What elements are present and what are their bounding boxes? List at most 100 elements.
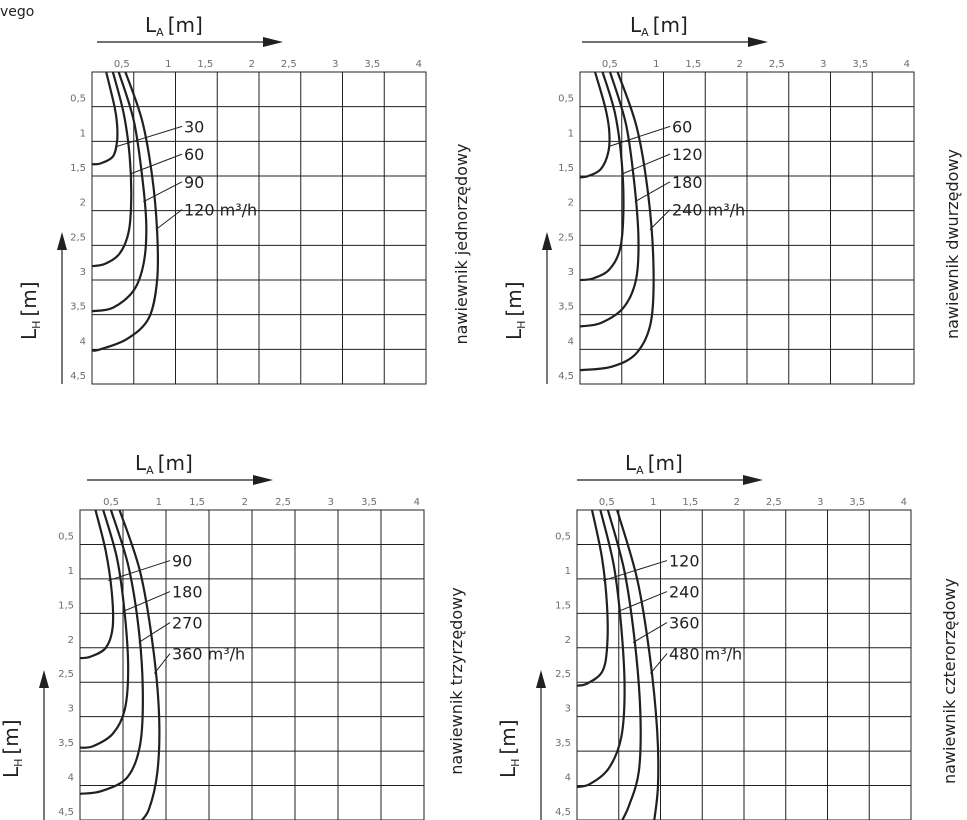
- x-axis-title: LA [m]: [630, 13, 688, 39]
- corner-text: vego: [0, 4, 35, 20]
- y-tick-label: 3,5: [555, 738, 571, 749]
- curves: [80, 510, 161, 820]
- y-axis-title-main: L: [502, 328, 526, 340]
- x-axis-title: LA [m]: [625, 451, 683, 477]
- grid: [579, 71, 915, 385]
- y-tick-label: 0,5: [70, 94, 86, 105]
- chart-side-label: nawiewnik dwurzędowy: [943, 149, 962, 339]
- flow-curve: [118, 510, 161, 820]
- curve-leader-line: [617, 591, 668, 613]
- curve-label: 180: [172, 583, 203, 602]
- x-tick-label: 3: [332, 59, 338, 70]
- flow-curve: [92, 72, 133, 268]
- curve-label: 60: [672, 117, 692, 136]
- x-tick-label: 0,5: [114, 59, 130, 70]
- flow-curve: [92, 72, 148, 313]
- grid: [576, 509, 912, 820]
- x-tick-label: 0,5: [599, 497, 615, 508]
- y-tick-label: 3: [565, 704, 571, 715]
- x-tick-label: 1,5: [197, 59, 213, 70]
- curve-leader-line: [153, 653, 171, 674]
- x-axis-title: LA [m]: [145, 13, 203, 39]
- y-tick-label: 1,5: [70, 163, 86, 174]
- y-tick-label: 4,5: [70, 371, 86, 382]
- x-axis-title-main: L: [135, 451, 147, 475]
- curves: [577, 510, 660, 820]
- curve-label: 60: [184, 145, 204, 164]
- curve-leader-line: [138, 622, 171, 643]
- curve-label: 240 m³/h: [672, 201, 745, 220]
- y-axis-title: LH [m]: [17, 281, 43, 340]
- curve-leader-line: [155, 209, 183, 230]
- chart-4: 0,5 1 1,5 2 2,5 3 3,5 40,511,522,533,544,5LA [m]…: [496, 451, 959, 820]
- y-tick-label: 0,5: [555, 531, 571, 542]
- chart-3: 0,5 1 1,5 2 2,5 3 3,5 40,511,522,533,544,5LA [m]…: [0, 451, 466, 820]
- curve-leader-line: [122, 591, 171, 613]
- curve-label: 120 m³/h: [184, 201, 257, 220]
- flow-curve: [580, 72, 625, 282]
- y-tick-label: 2,5: [555, 669, 571, 680]
- curve-label: 360: [669, 614, 700, 633]
- flow-curve: [80, 510, 130, 749]
- y-tick-label: 0,5: [58, 531, 74, 542]
- x-tick-label: 0,5: [103, 497, 119, 508]
- x-axis-title-unit: [m]: [653, 13, 688, 37]
- x-axis-title-sub: A: [146, 464, 154, 477]
- flow-curve: [580, 72, 655, 372]
- x-axis-title: LA [m]: [135, 451, 193, 477]
- curve-label: 120: [669, 552, 700, 571]
- y-tick-label: 3: [80, 267, 86, 278]
- x-tick-label: 4: [901, 497, 907, 508]
- curve-leader-line: [649, 653, 668, 674]
- y-tick-label: 1,5: [58, 600, 74, 611]
- curve-label: 240: [669, 583, 700, 602]
- y-tick-label: 1: [68, 566, 74, 577]
- x-tick-label: 3,5: [361, 497, 377, 508]
- x-tick-label: 4: [414, 497, 420, 508]
- curve-label: 360 m³/h: [172, 645, 245, 664]
- y-tick-label: 3: [568, 267, 574, 278]
- y-axis-title-unit: [m]: [496, 719, 520, 754]
- curve-label: 90: [172, 552, 192, 571]
- y-tick-label: 4: [568, 336, 574, 347]
- x-tick-label: 3: [817, 497, 823, 508]
- x-axis-title-unit: [m]: [158, 451, 193, 475]
- curve-label: 30: [184, 117, 204, 136]
- x-tick-label: 1,5: [685, 59, 701, 70]
- x-axis-title-main: L: [145, 13, 157, 37]
- curve-leader-line: [634, 181, 671, 203]
- x-tick-label: 2,5: [769, 59, 785, 70]
- y-axis-title: LH [m]: [496, 719, 522, 778]
- y-tick-label: 1: [565, 566, 571, 577]
- x-tick-label: 3: [820, 59, 826, 70]
- x-tick-label: 2: [242, 497, 248, 508]
- y-axis-arrow-head: [39, 670, 49, 688]
- x-tick-label: 1,5: [189, 497, 205, 508]
- flow-curve: [577, 510, 626, 789]
- y-tick-label: 2,5: [70, 232, 86, 243]
- x-tick-label: 1,5: [682, 497, 698, 508]
- x-axis-title-main: L: [625, 451, 637, 475]
- chart-side-label: nawiewnik trzyrzędowy: [447, 587, 466, 774]
- y-tick-label: 4,5: [58, 807, 74, 818]
- curve-label: 270: [172, 614, 203, 633]
- y-tick-label: 3,5: [58, 738, 74, 749]
- flow-curve: [580, 72, 640, 328]
- y-tick-label: 2: [68, 635, 74, 646]
- y-tick-label: 4: [68, 773, 74, 784]
- y-tick-label: 2,5: [58, 669, 74, 680]
- grid: [79, 509, 425, 820]
- y-axis-title-unit: [m]: [17, 281, 41, 316]
- curve-leader-line: [116, 125, 183, 147]
- x-axis-title-sub: A: [641, 26, 649, 39]
- y-tick-label: 1,5: [555, 600, 571, 611]
- curve-leader-line: [632, 622, 668, 643]
- y-tick-label: 1: [568, 128, 574, 139]
- x-tick-label: 1: [650, 497, 656, 508]
- curve-leader-line: [621, 153, 671, 175]
- x-tick-label: 4: [416, 59, 422, 70]
- y-tick-label: 2: [568, 198, 574, 209]
- curve-leader-line: [608, 125, 671, 147]
